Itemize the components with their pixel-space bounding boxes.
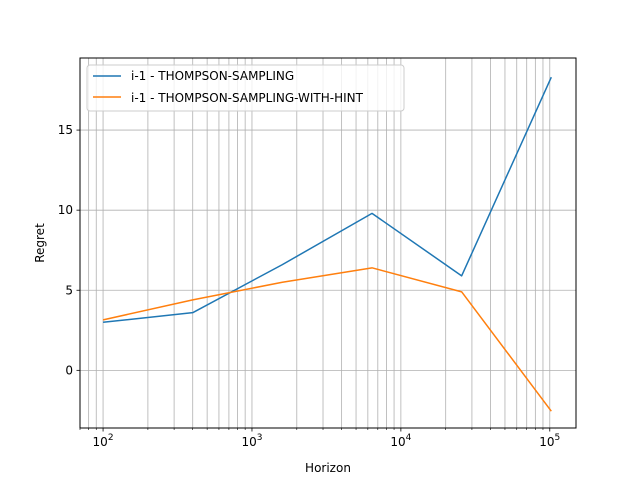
plot-frame [79, 57, 577, 429]
grid [79, 58, 576, 428]
x-axis-label: Horizon [305, 461, 351, 475]
x-tick-label-exponent: 5 [555, 433, 561, 443]
series-line-0 [102, 76, 552, 324]
x-tick-label-base: 10 [539, 435, 554, 449]
series-lines [102, 76, 552, 412]
legend: i-1 - THOMPSON-SAMPLING i-1 - THOMPSON-S… [86, 64, 405, 112]
x-tick-label-base: 10 [390, 435, 405, 449]
legend-label-thompson-sampling-with-hint: i-1 - THOMPSON-SAMPLING-WITH-HINT [131, 91, 364, 105]
x-tick-label-exponent: 2 [108, 433, 114, 443]
x-tick-label: 103 [241, 433, 262, 449]
y-tick-label: 15 [58, 123, 73, 137]
legend-box [86, 64, 405, 112]
x-tick-label: 104 [390, 433, 411, 449]
y-axis-label: Regret [33, 223, 47, 263]
x-tick-label-base: 10 [93, 435, 108, 449]
x-tick-label: 105 [539, 433, 560, 449]
x-tick-label-exponent: 4 [406, 433, 412, 443]
y-tick-label: 0 [65, 363, 73, 377]
y-tick-label: 5 [65, 283, 73, 297]
x-tick-label-exponent: 3 [257, 433, 263, 443]
y-tick-label: 10 [58, 203, 73, 217]
series-line-1 [102, 267, 552, 412]
legend-label-thompson-sampling: i-1 - THOMPSON-SAMPLING [131, 69, 294, 83]
x-tick-label: 102 [93, 433, 114, 449]
x-tick-label-base: 10 [241, 435, 256, 449]
